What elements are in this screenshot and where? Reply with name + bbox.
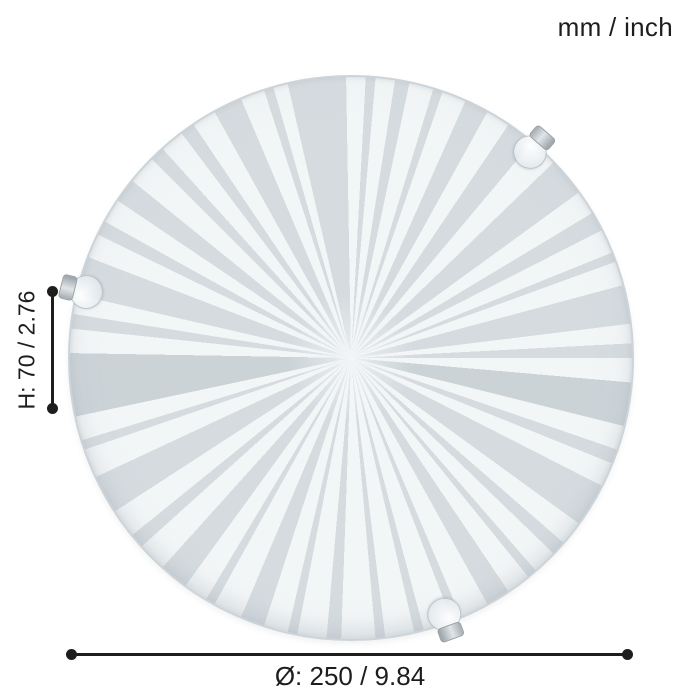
units-label: mm / inch <box>557 12 673 42</box>
dimension-endpoint-dot <box>47 403 58 414</box>
dimension-endpoint-dot <box>622 649 633 660</box>
lamp-glass-sunburst <box>68 75 634 641</box>
diameter-dimension-line <box>71 653 628 656</box>
height-dimension-line <box>51 291 54 408</box>
ceiling-lamp-image <box>57 75 634 644</box>
height-dimension-label: H: 70 / 2.76 <box>13 290 40 410</box>
diameter-dimension-label: Ø: 250 / 9.84 <box>274 661 426 691</box>
